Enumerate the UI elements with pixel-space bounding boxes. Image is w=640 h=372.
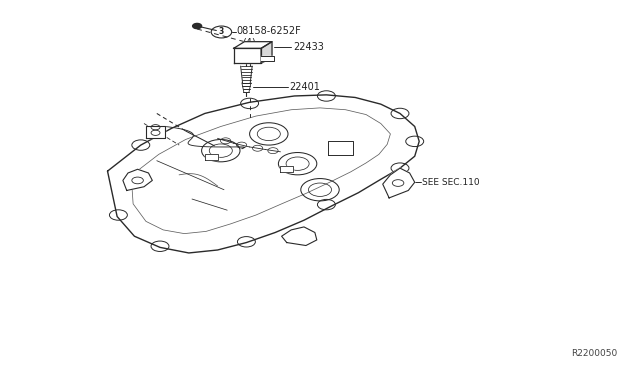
Polygon shape — [261, 56, 274, 61]
Polygon shape — [146, 126, 165, 138]
Polygon shape — [261, 42, 272, 63]
Text: R2200050: R2200050 — [572, 349, 618, 358]
Polygon shape — [383, 168, 415, 198]
Text: SEE SEC.110: SEE SEC.110 — [422, 178, 480, 187]
Polygon shape — [123, 169, 152, 190]
Polygon shape — [328, 141, 353, 155]
Polygon shape — [234, 48, 261, 63]
Polygon shape — [205, 154, 218, 160]
Polygon shape — [282, 227, 317, 246]
Text: 3: 3 — [219, 28, 224, 36]
Text: 22433: 22433 — [293, 42, 324, 51]
Polygon shape — [280, 166, 293, 172]
Text: (4): (4) — [242, 38, 255, 47]
Circle shape — [193, 23, 202, 29]
Text: 08158-6252F: 08158-6252F — [237, 26, 301, 36]
Polygon shape — [234, 42, 272, 48]
Text: 22401: 22401 — [289, 82, 320, 92]
